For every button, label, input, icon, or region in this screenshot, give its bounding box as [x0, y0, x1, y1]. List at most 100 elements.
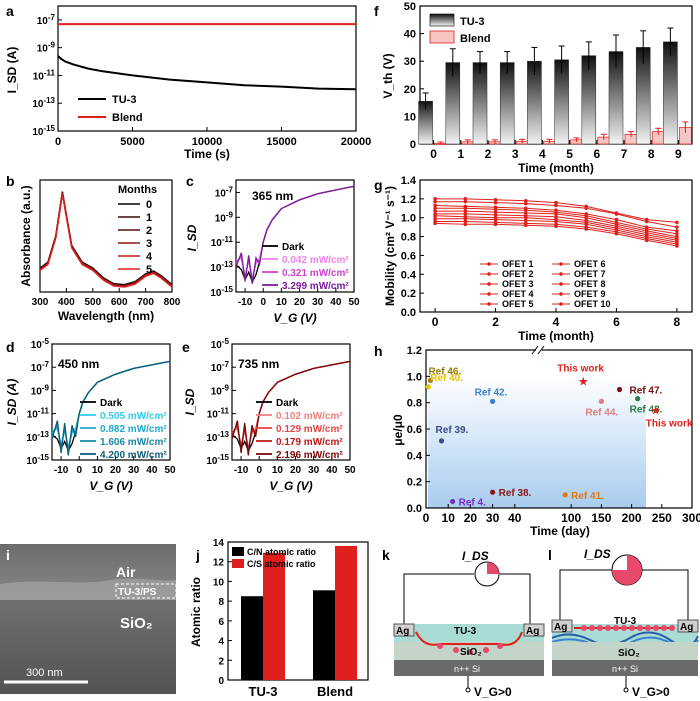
panel-e-ytick-label-base: 10 — [207, 410, 219, 421]
panel-g-point — [493, 210, 498, 214]
panel-c-ytick-label-exp: -9 — [226, 210, 234, 219]
panel-f-ytick-label: 20 — [404, 84, 416, 96]
panel-g-point — [463, 212, 468, 216]
panel-f-xticks: 0 1 2 3 4 5 6 7 8 9 — [430, 140, 682, 161]
panel-h-point-label: Ref 44. — [585, 407, 618, 418]
panel-e-frame — [231, 343, 351, 461]
panel-f-xtick-label: 5 — [566, 147, 573, 161]
panel-g-xtick-label: 2 — [492, 315, 499, 329]
panel-l-electron — [669, 625, 675, 631]
panel-g-point — [584, 215, 589, 220]
panel-c-xtick-label: 0 — [260, 297, 266, 308]
panel-k-vg: V_G>0 — [474, 685, 512, 699]
panel-c-ytick-label: 10-15 — [210, 285, 233, 299]
panel-l-electron — [621, 625, 627, 631]
panel-i-label: i — [6, 547, 10, 563]
panel-b-xtick-label: 700 — [137, 297, 154, 308]
panel-g-yticks: 0.0 0.2 0.4 0.6 0.8 1.0 1.2 1.4 — [401, 175, 424, 319]
panel-l-gate-terminal — [623, 687, 629, 693]
panel-e-ytick-label: 10-13 — [206, 430, 229, 444]
panel-g-point — [463, 199, 468, 204]
panel-g-point — [493, 198, 498, 202]
panel-c-xlabel: V_G (V) — [273, 311, 316, 325]
panel-g-point — [554, 224, 558, 228]
panel-c-ytick-label-exp: -11 — [222, 235, 234, 244]
panel-a-ytick-label: 10-9 — [37, 41, 56, 55]
panel-a-xtick-label: 15000 — [266, 136, 297, 148]
panel-d-frame — [51, 343, 171, 461]
panel-e-ytick-label: 10-11 — [207, 407, 230, 421]
panel-f-ytick-label: 0 — [410, 139, 416, 151]
sem-sio2-label: SiO₂ — [120, 615, 153, 632]
panel-h-ytick-label: 0.0 — [407, 503, 422, 515]
panel-g-legend-item: OFET 1 — [502, 259, 534, 269]
panel-e-xtick-label: 0 — [256, 465, 262, 476]
panel-g-point — [523, 218, 528, 223]
panel-k-ids: I_DS — [462, 549, 489, 563]
panel-g-point — [433, 199, 437, 204]
panel-l-electron — [629, 625, 635, 631]
panel-b-legend-title: Months — [118, 184, 157, 196]
panel-b-xtick-label: 300 — [32, 297, 49, 308]
panel-b-legend-item: 1 — [146, 212, 152, 224]
panel-c-xtick-label: 10 — [276, 297, 288, 308]
panel-f-ylabel: V_th (V) — [381, 53, 395, 98]
panel-a-ytick-label: 10-7 — [37, 13, 56, 27]
panel-k-si-layer — [394, 660, 544, 676]
panel-l-electron — [605, 625, 611, 631]
panel-g-legend-marker — [487, 262, 491, 266]
panel-e-ytick-label-base: 10 — [206, 456, 218, 467]
panel-g-point — [493, 222, 498, 227]
panel-b: b 300 400 500 600 700 800 Wavelength (nm) Abs… — [6, 173, 181, 323]
panel-f-ytick-label: 40 — [404, 29, 416, 41]
panel-e-ytick-label: 10-5 — [211, 337, 230, 351]
panel-g-point — [433, 214, 437, 218]
panel-h-point-label: Ref 42. — [475, 387, 508, 398]
panel-d-title: 450 nm — [58, 357, 99, 371]
panel-e-plot — [231, 360, 351, 456]
panel-h-ytick-label: 0.8 — [407, 398, 422, 410]
panel-h-background — [428, 376, 646, 508]
panel-f-bar-tu3 — [663, 41, 678, 145]
panel-g-legend-item: OFET 6 — [574, 259, 606, 269]
panel-h-point-label: Ref 40. — [430, 373, 463, 384]
panel-g-label: g — [374, 177, 383, 193]
panel-d-xtick-label: 30 — [128, 465, 140, 476]
panel-c-ytick-label-exp: -13 — [221, 260, 233, 269]
panel-l-sio2-label: SiO₂ — [618, 648, 640, 659]
panel-a-xtick-label: 5000 — [120, 136, 144, 148]
panel-f-label: f — [374, 3, 379, 19]
panel-g-point — [493, 207, 498, 212]
panel-g-point — [554, 214, 558, 219]
panel-k-electron — [437, 643, 443, 649]
panel-l-meter-fill — [612, 555, 642, 585]
panel-g-point — [675, 229, 679, 233]
panel-h-point-label: Ref 47. — [630, 386, 663, 397]
panel-a-legend-blend: Blend — [112, 112, 143, 124]
panel-f-legend-tu3: TU-3 — [460, 16, 484, 28]
panel-d-xticks: -10 0 10 20 30 40 50 — [54, 456, 176, 476]
panel-b-plot — [39, 191, 173, 288]
panel-l-tu3-label: TU-3 — [614, 616, 637, 627]
panel-c-ytick-label-base: 10 — [210, 263, 222, 274]
panel-h-point-label: Ref 39. — [436, 425, 469, 436]
panel-g-xtick-label: 0 — [432, 315, 439, 329]
panel-g-point — [554, 203, 558, 208]
panel-f-bar-tu3 — [472, 62, 488, 145]
panel-h-point-star: ★ — [578, 375, 589, 389]
panel-g-legend-item: OFET 2 — [502, 269, 534, 279]
panel-a-xtick-label: 0 — [55, 136, 61, 148]
panel-h-label: h — [374, 343, 383, 359]
panel-d-ytick-label-exp: -11 — [38, 407, 50, 416]
panel-h-xtick-label: 250 — [652, 511, 672, 525]
panel-g-point — [644, 238, 649, 243]
panel-g-ytick-label: 0.8 — [401, 232, 416, 244]
panel-h-xtick-label: 20 — [464, 511, 478, 525]
panel-d-ytick-label: 10-5 — [31, 337, 50, 351]
panel-d-legend: Dark 0.505 mW/cm² 0.882 mW/cm² 1.606 mW/cm²… — [80, 398, 167, 461]
panel-d-series-4 — [51, 360, 171, 456]
